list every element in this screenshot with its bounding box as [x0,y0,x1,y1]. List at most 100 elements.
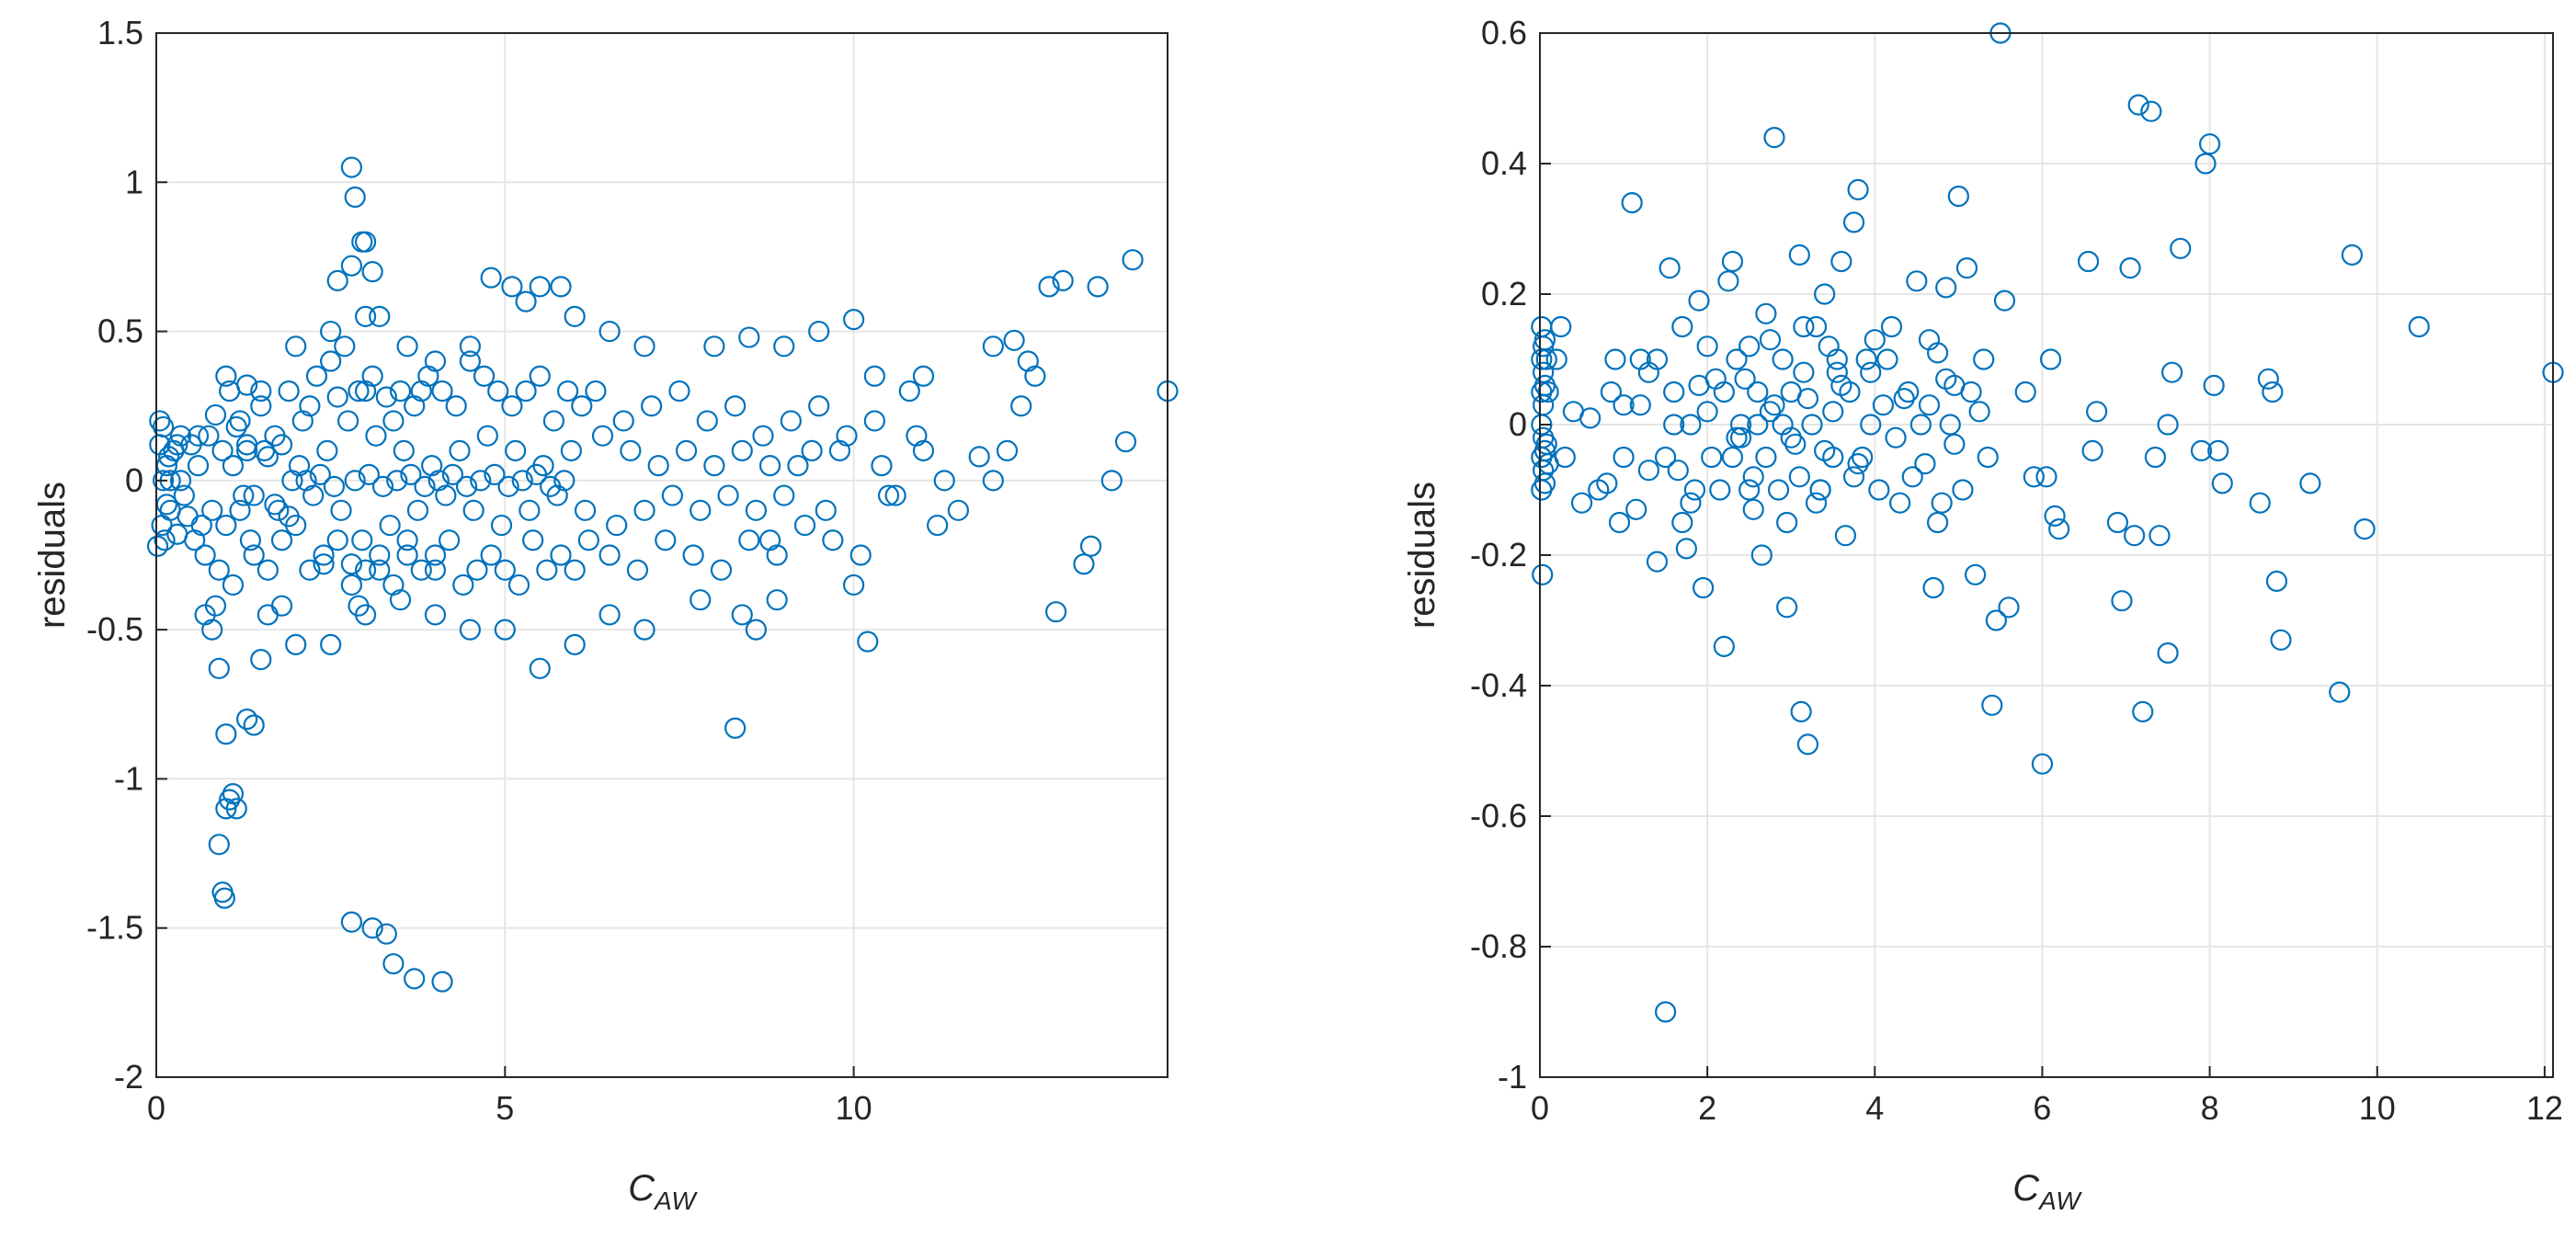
left-data-point [773,335,795,358]
right-data-point [2157,642,2179,664]
left-data-point [344,470,366,492]
right-ticks: 0 2 4 6 8 10 12 -1 -0.8 -0.6 -0.4 -0.2 0 0.2 0.4 0.6 [1470,14,2563,1127]
right-data-point [1852,446,1874,469]
left-data-point [696,410,718,432]
left-data-point [330,499,352,521]
right-data-point [2299,472,2321,494]
left-data-point [155,494,177,516]
left-data-point [780,410,802,432]
left-data-point [849,544,872,566]
left-data-point [211,439,234,461]
right-data-point [1655,446,1677,469]
left-data-point [462,499,484,521]
right-ytick-label: 0 [1509,405,1527,443]
left-data-point [243,714,265,736]
left-data-point [236,708,258,731]
right-data-point [2257,368,2279,390]
left-data-point [173,484,195,506]
left-xtick-label: 0 [147,1089,165,1127]
left-data-point [278,505,300,528]
left-data-point [1122,249,1144,271]
left-data-point [194,604,216,626]
right-data-point [1721,250,1744,273]
left-data-point [501,276,523,298]
left-data-point [529,657,551,679]
left-data-point [515,380,537,403]
left-data-point [1038,276,1060,298]
right-data-point [1855,348,1877,370]
right-data-point [1613,394,1635,416]
right-data-point [1809,479,1831,501]
right-ylabel: residuals [1402,482,1442,629]
left-data-point [154,529,176,551]
right-data-point [1927,511,1949,534]
left-data-point [351,529,373,551]
left-data-point [169,470,192,492]
left-data-point [396,335,418,358]
left-data-point [326,529,348,551]
right-data-point [1554,446,1576,469]
left-data-point [906,425,928,447]
right-xtick-label: 0 [1531,1089,1549,1127]
right-data-point [2194,153,2217,175]
left-data-point [731,439,753,461]
right-data-point [2035,466,2057,488]
left-data-point [505,439,527,461]
left-data-point [745,619,768,641]
right-data-point [1968,401,1990,423]
left-data-point [452,574,474,596]
left-xtick-label: 5 [496,1089,514,1127]
left-data-point [222,574,245,596]
left-data-point [414,475,436,497]
left-data-point [738,529,760,551]
left-data-point [550,544,572,566]
left-data-point [507,574,530,596]
left-data-point [449,439,471,461]
left-data-point [431,971,453,993]
left-data-point [152,415,175,438]
left-data-point [766,544,788,566]
right-data-point [1608,511,1631,534]
right-xtick-label: 10 [2359,1089,2396,1127]
left-data-point [225,798,247,820]
left-data-point [571,395,593,417]
left-data-point [204,403,227,426]
right-data-point [1842,211,1865,233]
right-data-point [1793,361,1815,383]
left-data-point [208,834,230,856]
left-data-point [574,499,597,521]
right-data-point [2127,94,2149,116]
right-data-point [1696,401,1718,423]
right-data-point [1533,472,1556,494]
right-data-point [2354,517,2376,540]
left-data-point [633,499,655,521]
right-data-point [2048,517,2070,540]
right-data-point [2014,380,2036,403]
left-data-point [410,380,432,403]
left-data-point [758,455,781,477]
right-data-point [2161,361,2183,383]
right-data-point [1613,446,1635,469]
left-data-point [365,425,387,447]
right-ytick-label: 0.4 [1481,144,1527,182]
right-data-point [2081,439,2103,461]
right-xlabel-sub: AW [2037,1187,2082,1215]
left-data-point [406,499,429,521]
right-data-point [1531,315,1553,338]
right-data-point [1796,388,1819,410]
right-data-point [2262,380,2284,403]
right-data-point [2341,244,2364,266]
right-data-point [2044,505,2066,528]
left-data-point [703,335,725,358]
right-data-point [1747,380,1769,403]
left-data-point [295,470,317,492]
right-data-point [1717,270,1739,292]
left-data-point [690,589,712,611]
left-data-point [379,514,401,537]
left-data-point [591,425,614,447]
left-data-point [690,499,712,521]
right-grid [1539,32,2553,1078]
right-data-point [1960,380,1982,403]
left-data-point [337,410,359,432]
right-data-point [1909,414,1932,436]
